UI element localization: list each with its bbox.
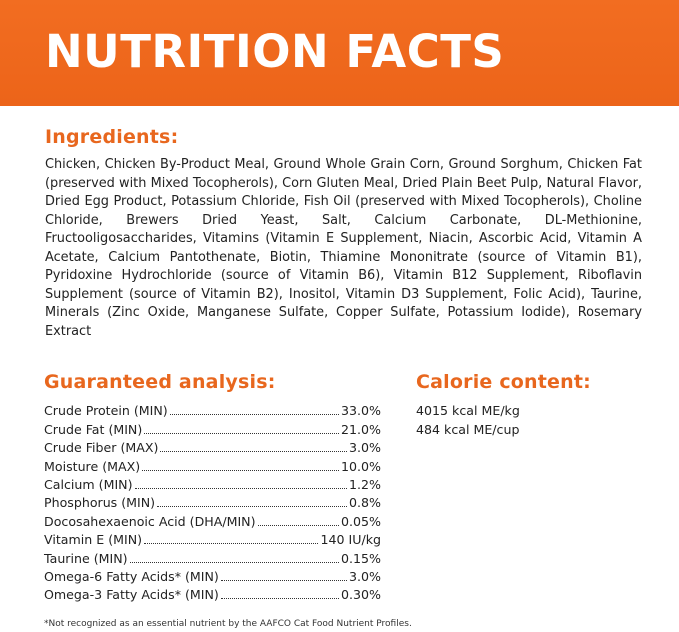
dot-leader [220, 598, 339, 600]
dot-leader [220, 579, 347, 581]
nutrient-value: 0.30% [340, 587, 381, 603]
ingredients-heading: Ingredients: [45, 126, 179, 148]
table-row: Crude Fiber (MAX) 3.0% [44, 438, 381, 456]
nutrient-value: 1.2% [349, 476, 381, 492]
nutrient-name: Omega-6 Fatty Acids* (MIN) [44, 568, 219, 584]
dot-leader [169, 414, 339, 416]
nutrient-name: Docosahexaenoic Acid (DHA/MIN) [44, 513, 256, 529]
title-banner: NUTRITION FACTS [0, 0, 679, 106]
nutrient-value: 140 IU/kg [320, 532, 381, 548]
dot-leader [160, 451, 347, 453]
calorie-per-kg: 4015 kcal ME/kg [416, 403, 520, 418]
table-row: Docosahexaenoic Acid (DHA/MIN) 0.05% [44, 511, 381, 529]
table-row: Taurine (MIN) 0.15% [44, 548, 381, 566]
nutrient-value: 0.8% [349, 495, 381, 511]
nutrient-name: Taurine (MIN) [44, 550, 128, 566]
nutrient-name: Crude Protein (MIN) [44, 403, 168, 419]
nutrient-name: Crude Fiber (MAX) [44, 440, 159, 456]
table-row: Moisture (MAX) 10.0% [44, 456, 381, 474]
nutrient-value: 3.0% [349, 440, 381, 456]
calorie-content-list: 4015 kcal ME/kg 484 kcal ME/cup [416, 402, 520, 439]
table-row: Vitamin E (MIN) 140 IU/kg [44, 530, 381, 548]
dot-leader [257, 524, 339, 526]
table-row: Omega-3 Fatty Acids* (MIN) 0.30% [44, 585, 381, 603]
page-title: NUTRITION FACTS [45, 25, 505, 78]
nutrient-value: 21.0% [340, 421, 381, 437]
dot-leader [129, 561, 339, 563]
guaranteed-analysis-heading: Guaranteed analysis: [44, 371, 276, 393]
guaranteed-analysis-table: Crude Protein (MIN) 33.0% Crude Fat (MIN)… [44, 401, 381, 603]
table-row: Crude Protein (MIN) 33.0% [44, 401, 381, 419]
table-row: Phosphorus (MIN) 0.8% [44, 493, 381, 511]
dot-leader [144, 543, 319, 545]
footnote: *Not recognized as an essential nutrient… [44, 619, 412, 629]
nutrient-value: 3.0% [349, 568, 381, 584]
table-row: Crude Fat (MIN) 21.0% [44, 419, 381, 437]
nutrient-value: 0.15% [340, 550, 381, 566]
nutrient-name: Moisture (MAX) [44, 458, 141, 474]
dot-leader [157, 506, 347, 508]
nutrient-name: Vitamin E (MIN) [44, 532, 143, 548]
table-row: Calcium (MIN) 1.2% [44, 475, 381, 493]
nutrient-name: Crude Fat (MIN) [44, 421, 143, 437]
nutrient-name: Phosphorus (MIN) [44, 495, 156, 511]
nutrient-name: Calcium (MIN) [44, 476, 133, 492]
dot-leader [134, 487, 347, 489]
dot-leader [144, 432, 339, 434]
dot-leader [142, 469, 339, 471]
ingredients-text: Chicken, Chicken By-Product Meal, Ground… [45, 157, 642, 339]
table-row: Omega-6 Fatty Acids* (MIN) 3.0% [44, 567, 381, 585]
nutrient-value: 10.0% [340, 458, 381, 474]
nutrient-name: Omega-3 Fatty Acids* (MIN) [44, 587, 219, 603]
calorie-content-heading: Calorie content: [416, 371, 591, 393]
nutrient-value: 0.05% [340, 513, 381, 529]
nutrient-value: 33.0% [340, 403, 381, 419]
calorie-per-cup: 484 kcal ME/cup [416, 421, 520, 437]
